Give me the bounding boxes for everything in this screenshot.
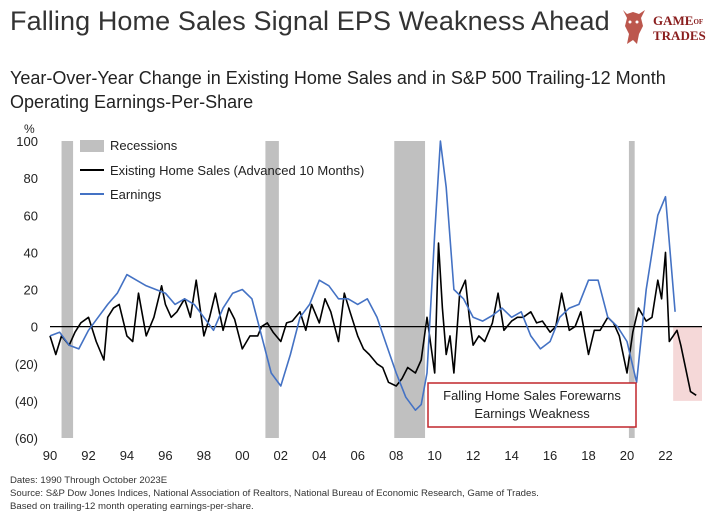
recession-bands: [61, 141, 635, 438]
axes: 100 80 60 40 20 0 (20) (40) (60)% 90 92 94 96 98 00 02 0…: [15, 122, 702, 463]
annotation: Falling Home Sales Forewarns Earnings Wea…: [427, 382, 637, 428]
y-tick-label: 40: [24, 245, 38, 260]
y-tick-label: 100: [16, 134, 38, 149]
x-tick-label: 16: [543, 448, 557, 463]
y-tick-label: (60): [15, 431, 38, 446]
y-tick-label: 80: [24, 171, 38, 186]
footer-source: Source: S&P Dow Jones Indices, National …: [10, 488, 539, 499]
page-title: Falling Home Sales Signal EPS Weakness A…: [10, 6, 610, 36]
y-unit-label: %: [24, 122, 35, 136]
footer-dates: Dates: 1990 Through October 2023E: [10, 475, 168, 486]
annotation-box: [427, 382, 637, 428]
forecast-highlight-box: [673, 326, 702, 401]
chart-footer: Dates: 1990 Through October 2023E Source…: [10, 474, 539, 513]
series-lines: [49, 140, 697, 412]
x-tick-label: 12: [466, 448, 480, 463]
recession-band: [61, 141, 74, 438]
x-tick-label: 00: [235, 448, 249, 463]
chart-area: 100 80 60 40 20 0 (20) (40) (60)% 90 92 94 96 98 00 02 0…: [15, 122, 702, 463]
logo-of: OF: [693, 18, 704, 27]
x-tick-label: 18: [581, 448, 595, 463]
y-tick-label: 20: [24, 283, 38, 298]
recession-band: [628, 141, 635, 438]
game-of-trades-logo: GAMEOF TRADES: [617, 4, 713, 54]
x-tick-label: 92: [81, 448, 95, 463]
y-tick-label: (20): [15, 357, 38, 372]
subtitle-line-1: Year-Over-Year Change in Existing Home S…: [10, 68, 666, 88]
y-tick-label: (40): [15, 394, 38, 409]
x-tick-label: 98: [197, 448, 211, 463]
annotation-line-1: Falling Home Sales Forewarns: [443, 388, 621, 403]
annotation-line-2: Earnings Weakness: [474, 406, 590, 421]
x-tick-label: 10: [427, 448, 441, 463]
recession-band: [394, 141, 426, 438]
recession-band: [265, 141, 279, 438]
legend-swatch-recessions: [80, 140, 104, 152]
x-tick-label: 08: [389, 448, 403, 463]
x-tick-label: 06: [350, 448, 364, 463]
x-tick-label: 02: [274, 448, 288, 463]
earnings-line: [49, 140, 676, 412]
footer-note: Based on trailing-12 month operating ear…: [10, 501, 254, 512]
y-tick-label: 0: [31, 320, 38, 335]
x-tick-label: 20: [620, 448, 634, 463]
chart-subtitle: Year-Over-Year Change in Existing Home S…: [10, 66, 710, 114]
x-tick-label: 90: [43, 448, 57, 463]
legend-label: Existing Home Sales (Advanced 10 Months): [110, 163, 364, 178]
bull-bear-icon: [623, 10, 645, 44]
x-tick-label: 14: [504, 448, 518, 463]
x-tick-label: 22: [658, 448, 672, 463]
legend-label: Recessions: [110, 138, 178, 153]
logo-line2: TRADES: [653, 28, 706, 44]
x-tick-label: 94: [120, 448, 134, 463]
x-tick-label: 04: [312, 448, 326, 463]
home-sales-line: [49, 242, 697, 396]
legend-label: Earnings: [110, 187, 162, 202]
x-tick-label: 96: [158, 448, 172, 463]
logo-line1: GAME: [653, 13, 694, 28]
subtitle-line-2: Operating Earnings-Per-Share: [10, 92, 254, 112]
y-tick-label: 60: [24, 208, 38, 223]
legend: Recessions Existing Home Sales (Advanced …: [80, 138, 364, 202]
